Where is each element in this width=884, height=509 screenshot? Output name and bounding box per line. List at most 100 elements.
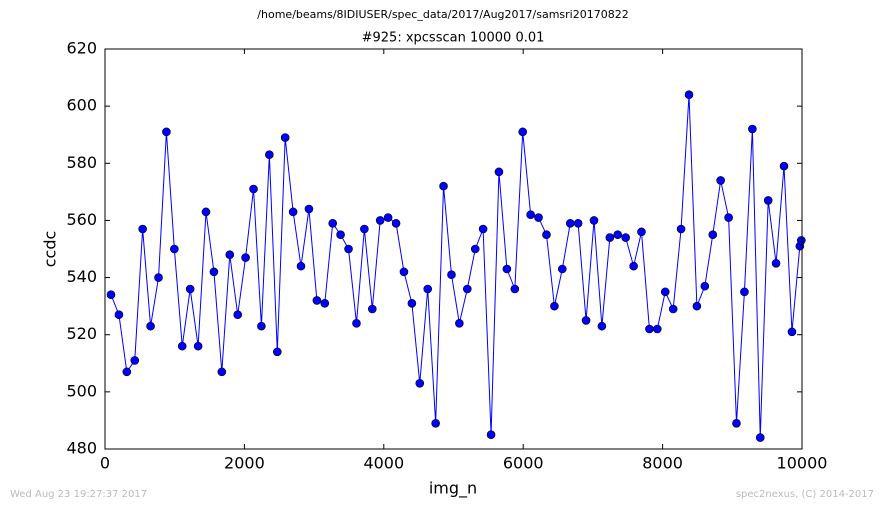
x-axis-label: img_n <box>429 479 477 499</box>
data-point <box>787 327 797 337</box>
data-point <box>257 321 266 331</box>
data-point <box>797 236 806 245</box>
data-point <box>193 341 203 351</box>
data-point <box>502 264 512 274</box>
data-point <box>177 341 187 351</box>
data-point <box>415 378 425 388</box>
data-point <box>565 218 575 228</box>
data-point <box>621 233 630 242</box>
x-tick-label: 6000 <box>503 454 544 473</box>
data-point <box>510 284 520 294</box>
data-point <box>763 196 773 205</box>
y-tick-label: 480 <box>66 439 97 458</box>
data-point <box>280 133 290 142</box>
data-point <box>700 281 710 291</box>
data-point <box>272 347 282 357</box>
data-point <box>217 367 227 377</box>
data-point <box>328 218 338 228</box>
x-tick-label: 10000 <box>777 454 828 473</box>
chart-title: #925: xpcsscan 10000 0.01 <box>362 31 545 46</box>
data-point <box>447 270 456 280</box>
data-point <box>146 321 155 331</box>
data-point <box>478 224 488 234</box>
data-point <box>122 367 132 377</box>
data-point <box>581 316 591 325</box>
data-point <box>249 184 258 194</box>
data-point <box>771 258 781 268</box>
data-point <box>605 233 615 242</box>
data-point <box>185 284 195 294</box>
data-point <box>573 218 583 228</box>
data-point <box>550 301 559 311</box>
data-point <box>407 298 417 308</box>
data-point <box>463 284 472 294</box>
data-point <box>494 167 504 177</box>
data-point <box>708 230 718 240</box>
data-point <box>518 127 528 137</box>
data-point <box>241 253 250 262</box>
y-tick-label: 500 <box>66 381 97 400</box>
data-point <box>645 324 654 334</box>
data-point <box>344 244 353 254</box>
x-tick-label: 4000 <box>363 454 404 473</box>
data-point <box>597 321 607 331</box>
x-tick-label: 2000 <box>224 454 265 473</box>
suptitle: /home/beams/8IDIUSER/spec_data/2017/Aug2… <box>257 8 628 21</box>
data-point <box>668 304 678 314</box>
series-line <box>110 94 802 438</box>
data-point <box>629 261 638 271</box>
data-point <box>613 230 623 240</box>
x-tick-label: 0 <box>100 454 110 473</box>
data-point <box>233 310 243 320</box>
data-point <box>352 318 361 328</box>
data-point <box>534 213 543 222</box>
data-point <box>589 216 599 225</box>
footer-left: Wed Aug 23 19:27:37 2017 <box>10 489 147 500</box>
y-tick-label: 540 <box>66 267 97 286</box>
data-point <box>304 204 314 214</box>
data-point <box>724 213 733 222</box>
data-point <box>154 273 163 282</box>
data-point <box>716 176 725 185</box>
data-point <box>558 264 567 274</box>
data-point <box>312 296 322 305</box>
data-point <box>375 216 385 225</box>
data-point <box>748 124 757 134</box>
data-point <box>732 418 741 428</box>
data-point <box>383 213 393 222</box>
y-tick-label: 580 <box>66 153 97 172</box>
x-tick-label: 8000 <box>642 454 683 473</box>
data-point <box>470 244 480 254</box>
data-point <box>130 356 140 365</box>
data-point <box>336 230 345 240</box>
data-point <box>399 267 409 277</box>
data-point <box>542 230 551 240</box>
data-point <box>660 287 670 297</box>
data-point <box>391 218 401 228</box>
y-tick-label: 600 <box>66 96 97 115</box>
data-point <box>170 244 179 254</box>
data-point <box>455 318 464 328</box>
footer-right: spec2nexus, (C) 2014-2017 <box>736 489 874 500</box>
data-point <box>360 224 369 234</box>
y-tick-label: 560 <box>66 210 97 229</box>
data-point <box>114 310 124 320</box>
data-point <box>431 418 440 428</box>
data-point <box>740 287 749 297</box>
data-point <box>684 90 694 100</box>
data-point <box>320 298 330 308</box>
data-point <box>676 224 686 234</box>
data-point <box>138 224 147 234</box>
data-point <box>779 161 789 171</box>
data-point <box>755 433 765 442</box>
data-point <box>201 207 211 217</box>
y-tick-label: 520 <box>66 324 97 343</box>
data-point <box>106 290 116 300</box>
data-point <box>225 250 235 260</box>
data-point <box>653 324 662 334</box>
data-point <box>692 301 702 311</box>
data-point <box>526 210 535 220</box>
data-point <box>423 284 433 294</box>
data-point <box>637 227 646 237</box>
